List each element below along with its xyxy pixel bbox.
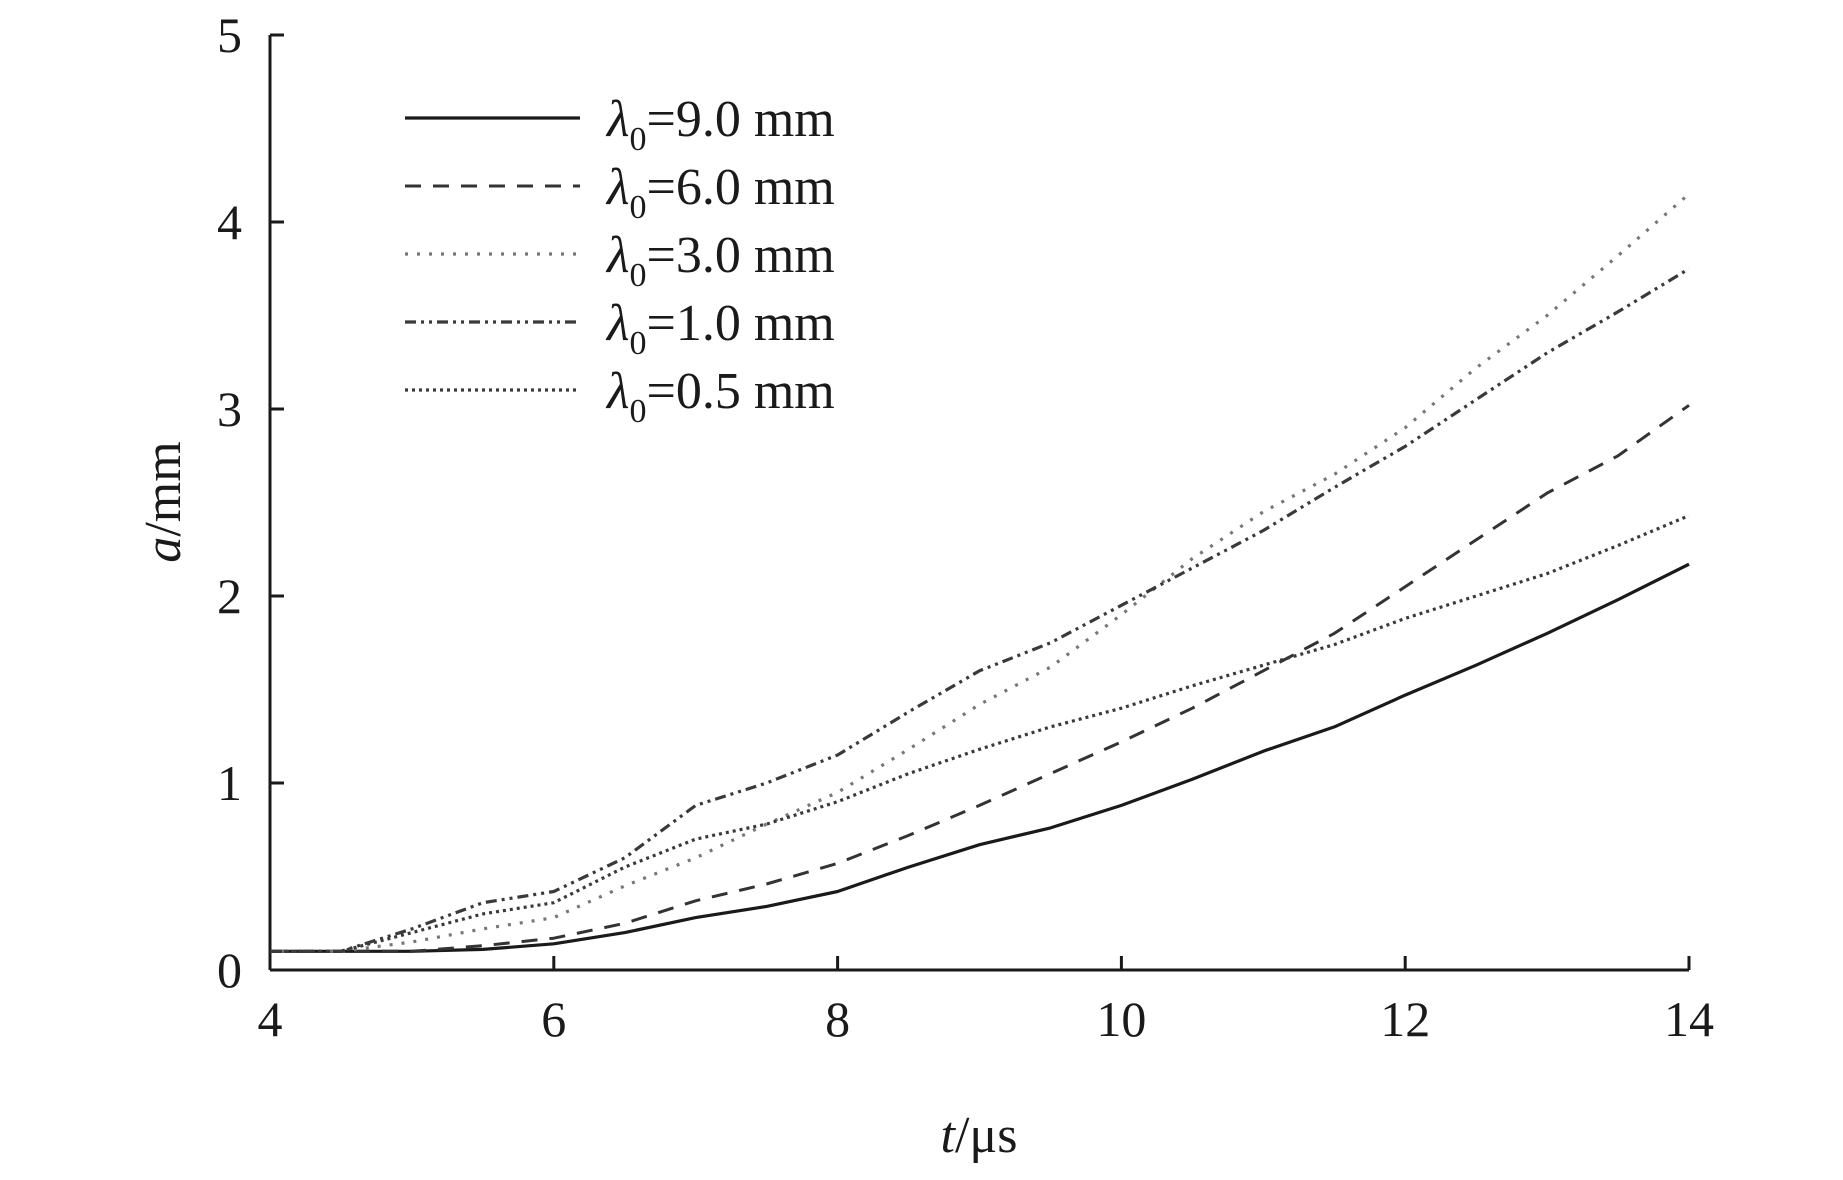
y-tick-label: 2	[217, 568, 242, 624]
y-tick-label: 1	[217, 755, 242, 811]
series-line	[270, 192, 1691, 953]
legend-entry: λ0=0.5 mm	[605, 363, 835, 430]
x-axis-variable: t	[940, 1107, 956, 1164]
legend-value: =9.0 mm	[647, 91, 835, 148]
y-axis-label: a/mm	[135, 441, 192, 562]
legend-subscript: 0	[630, 257, 647, 294]
y-tick-label: 3	[217, 381, 242, 437]
legend-symbol: λ	[605, 363, 630, 420]
legend-value: =0.5 mm	[647, 363, 835, 420]
x-tick-label: 4	[258, 991, 283, 1047]
legend-subscript: 0	[630, 393, 647, 430]
x-axis-unit: /μs	[955, 1107, 1018, 1164]
legend-value: =6.0 mm	[647, 159, 835, 216]
y-tick-label: 4	[217, 194, 242, 250]
legend-subscript: 0	[630, 189, 647, 226]
legend-entry: λ0=1.0 mm	[605, 295, 835, 362]
plot-series	[270, 192, 1691, 953]
x-axis-label: t/μs	[940, 1107, 1017, 1164]
series-line	[270, 514, 1690, 953]
series-line	[270, 404, 1690, 953]
legend-symbol: λ	[605, 227, 630, 284]
y-tick-label: 0	[217, 942, 242, 998]
legend-subscript: 0	[630, 121, 647, 158]
x-tick-label: 14	[1664, 991, 1714, 1047]
y-axis-variable: a	[135, 537, 192, 563]
legend-value: =1.0 mm	[647, 295, 835, 352]
series-line	[270, 562, 1690, 953]
x-tick-label: 10	[1096, 991, 1146, 1047]
legend-symbol: λ	[605, 91, 630, 148]
legend-entry: λ0=3.0 mm	[605, 227, 835, 294]
legend-symbol: λ	[605, 295, 630, 352]
y-tick-label: 5	[217, 7, 242, 63]
legend-subscript: 0	[630, 325, 647, 362]
legend-value: =3.0 mm	[647, 227, 835, 284]
tick-marks	[268, 33, 1691, 972]
x-tick-label: 12	[1380, 991, 1430, 1047]
axes	[268, 35, 1689, 972]
legend-entry: λ0=9.0 mm	[605, 91, 835, 158]
legend-entry: λ0=6.0 mm	[605, 159, 835, 226]
x-tick-label: 6	[541, 991, 566, 1047]
y-axis-unit: /mm	[135, 441, 192, 536]
legend-symbol: λ	[605, 159, 630, 216]
series-line	[270, 267, 1690, 953]
x-tick-label: 8	[825, 991, 850, 1047]
